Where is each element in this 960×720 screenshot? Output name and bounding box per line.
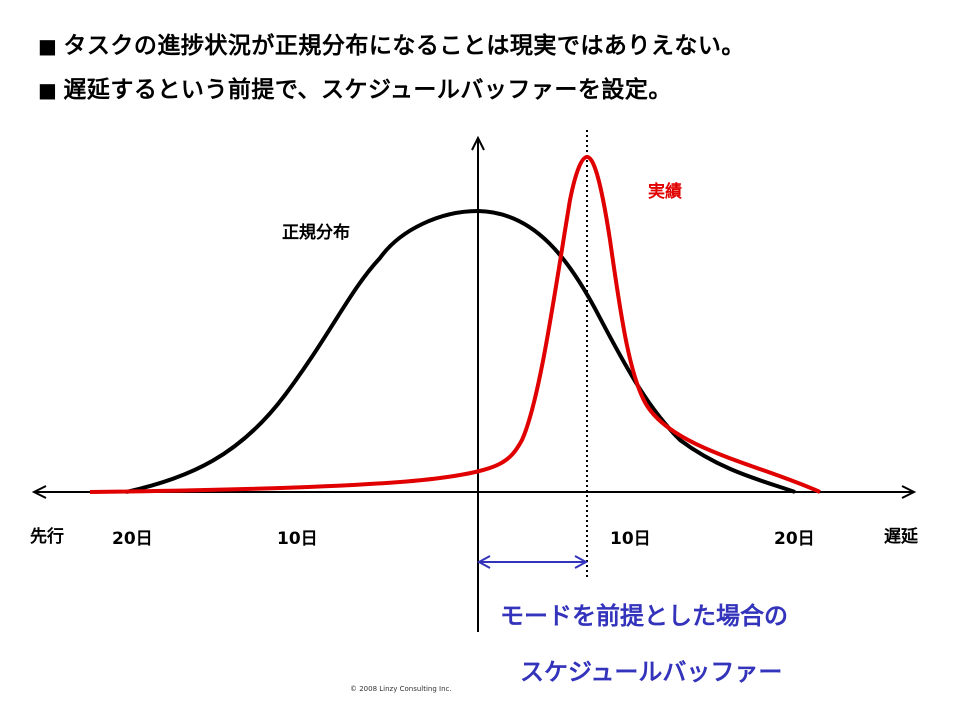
- bullet-line-1: ■ タスクの進捗状況が正規分布になることは現実ではありえない。: [38, 26, 745, 60]
- axis-left-arrowhead: [31, 485, 47, 499]
- vertical-axis-arrowhead: [471, 135, 485, 151]
- axis-label-delay: 遅延: [884, 527, 918, 547]
- bullet-text-2: 遅延するという前提で、スケジュールバッファーを設定。: [63, 77, 672, 103]
- axis-right-arrowhead: [901, 485, 917, 499]
- bullet-square-icon: ■: [38, 34, 58, 58]
- bullet-square-icon: ■: [38, 78, 58, 102]
- tick-label-ahead-20: 20日: [112, 529, 153, 549]
- axis-label-ahead: 先行: [30, 527, 64, 547]
- buffer-label-line-2: スケジュールバッファー: [520, 658, 783, 686]
- copyright-notice: © 2008 Linzy Consulting Inc.: [350, 685, 452, 693]
- normal-distribution-curve: [125, 209, 796, 494]
- buffer-label-line-1: モードを前提とした場合の: [500, 602, 788, 630]
- buffer-arrow-right-head: [574, 555, 589, 569]
- bullet-text-1: タスクの進捗状況が正規分布になることは現実ではありえない。: [63, 33, 745, 59]
- tick-label-delay-10: 10日: [610, 529, 651, 549]
- bullet-line-2: ■ 遅延するという前提で、スケジュールバッファーを設定。: [38, 70, 672, 104]
- normal-curve-label: 正規分布: [282, 223, 350, 243]
- tick-label-ahead-10: 10日: [277, 529, 318, 549]
- actual-curve: [89, 155, 821, 494]
- buffer-arrow-left-head: [476, 555, 491, 569]
- actual-curve-label: 実績: [648, 182, 682, 202]
- tick-label-delay-20: 20日: [774, 529, 815, 549]
